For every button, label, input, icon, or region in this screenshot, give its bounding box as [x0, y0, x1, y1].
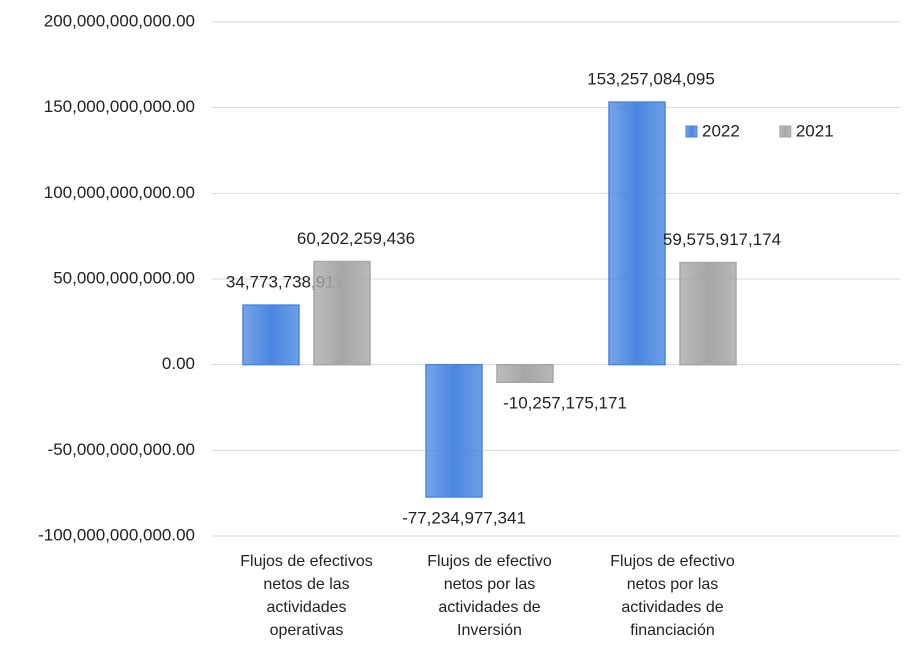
- bar: [425, 363, 483, 498]
- data-label: 59,575,917,174: [663, 230, 781, 249]
- y-tick-label: 150,000,000,000.00: [44, 97, 195, 116]
- bar: [242, 304, 300, 366]
- y-tick-label: 50,000,000,000.00: [53, 268, 195, 287]
- y-tick-label: 200,000,000,000.00: [44, 11, 195, 30]
- data-label: -10,257,175,171: [503, 394, 627, 413]
- legend-label: 2021: [796, 121, 834, 140]
- x-tick-label: Flujos de efectivo netos por las activid…: [427, 553, 552, 639]
- legend-swatch: [685, 125, 698, 138]
- legend-label: 2022: [702, 121, 740, 140]
- bar: [679, 261, 737, 366]
- y-tick-label: -50,000,000,000.00: [48, 440, 195, 459]
- y-tick-label: 0.00: [162, 354, 195, 373]
- bar: [608, 101, 666, 366]
- data-label: 60,202,259,436: [297, 229, 415, 248]
- legend-swatch: [779, 125, 792, 138]
- bar: [496, 363, 554, 383]
- data-label: 153,257,084,095: [587, 70, 715, 89]
- data-label: -77,234,977,341: [402, 508, 526, 527]
- x-tick-label: Flujos de efectivo netos por las activid…: [610, 553, 735, 639]
- y-tick-label: -100,000,000,000.00: [38, 525, 195, 544]
- bar: [313, 260, 371, 366]
- y-tick-label: 100,000,000,000.00: [44, 183, 195, 202]
- x-tick-label: Flujos de efectivos netos de las activid…: [240, 553, 373, 639]
